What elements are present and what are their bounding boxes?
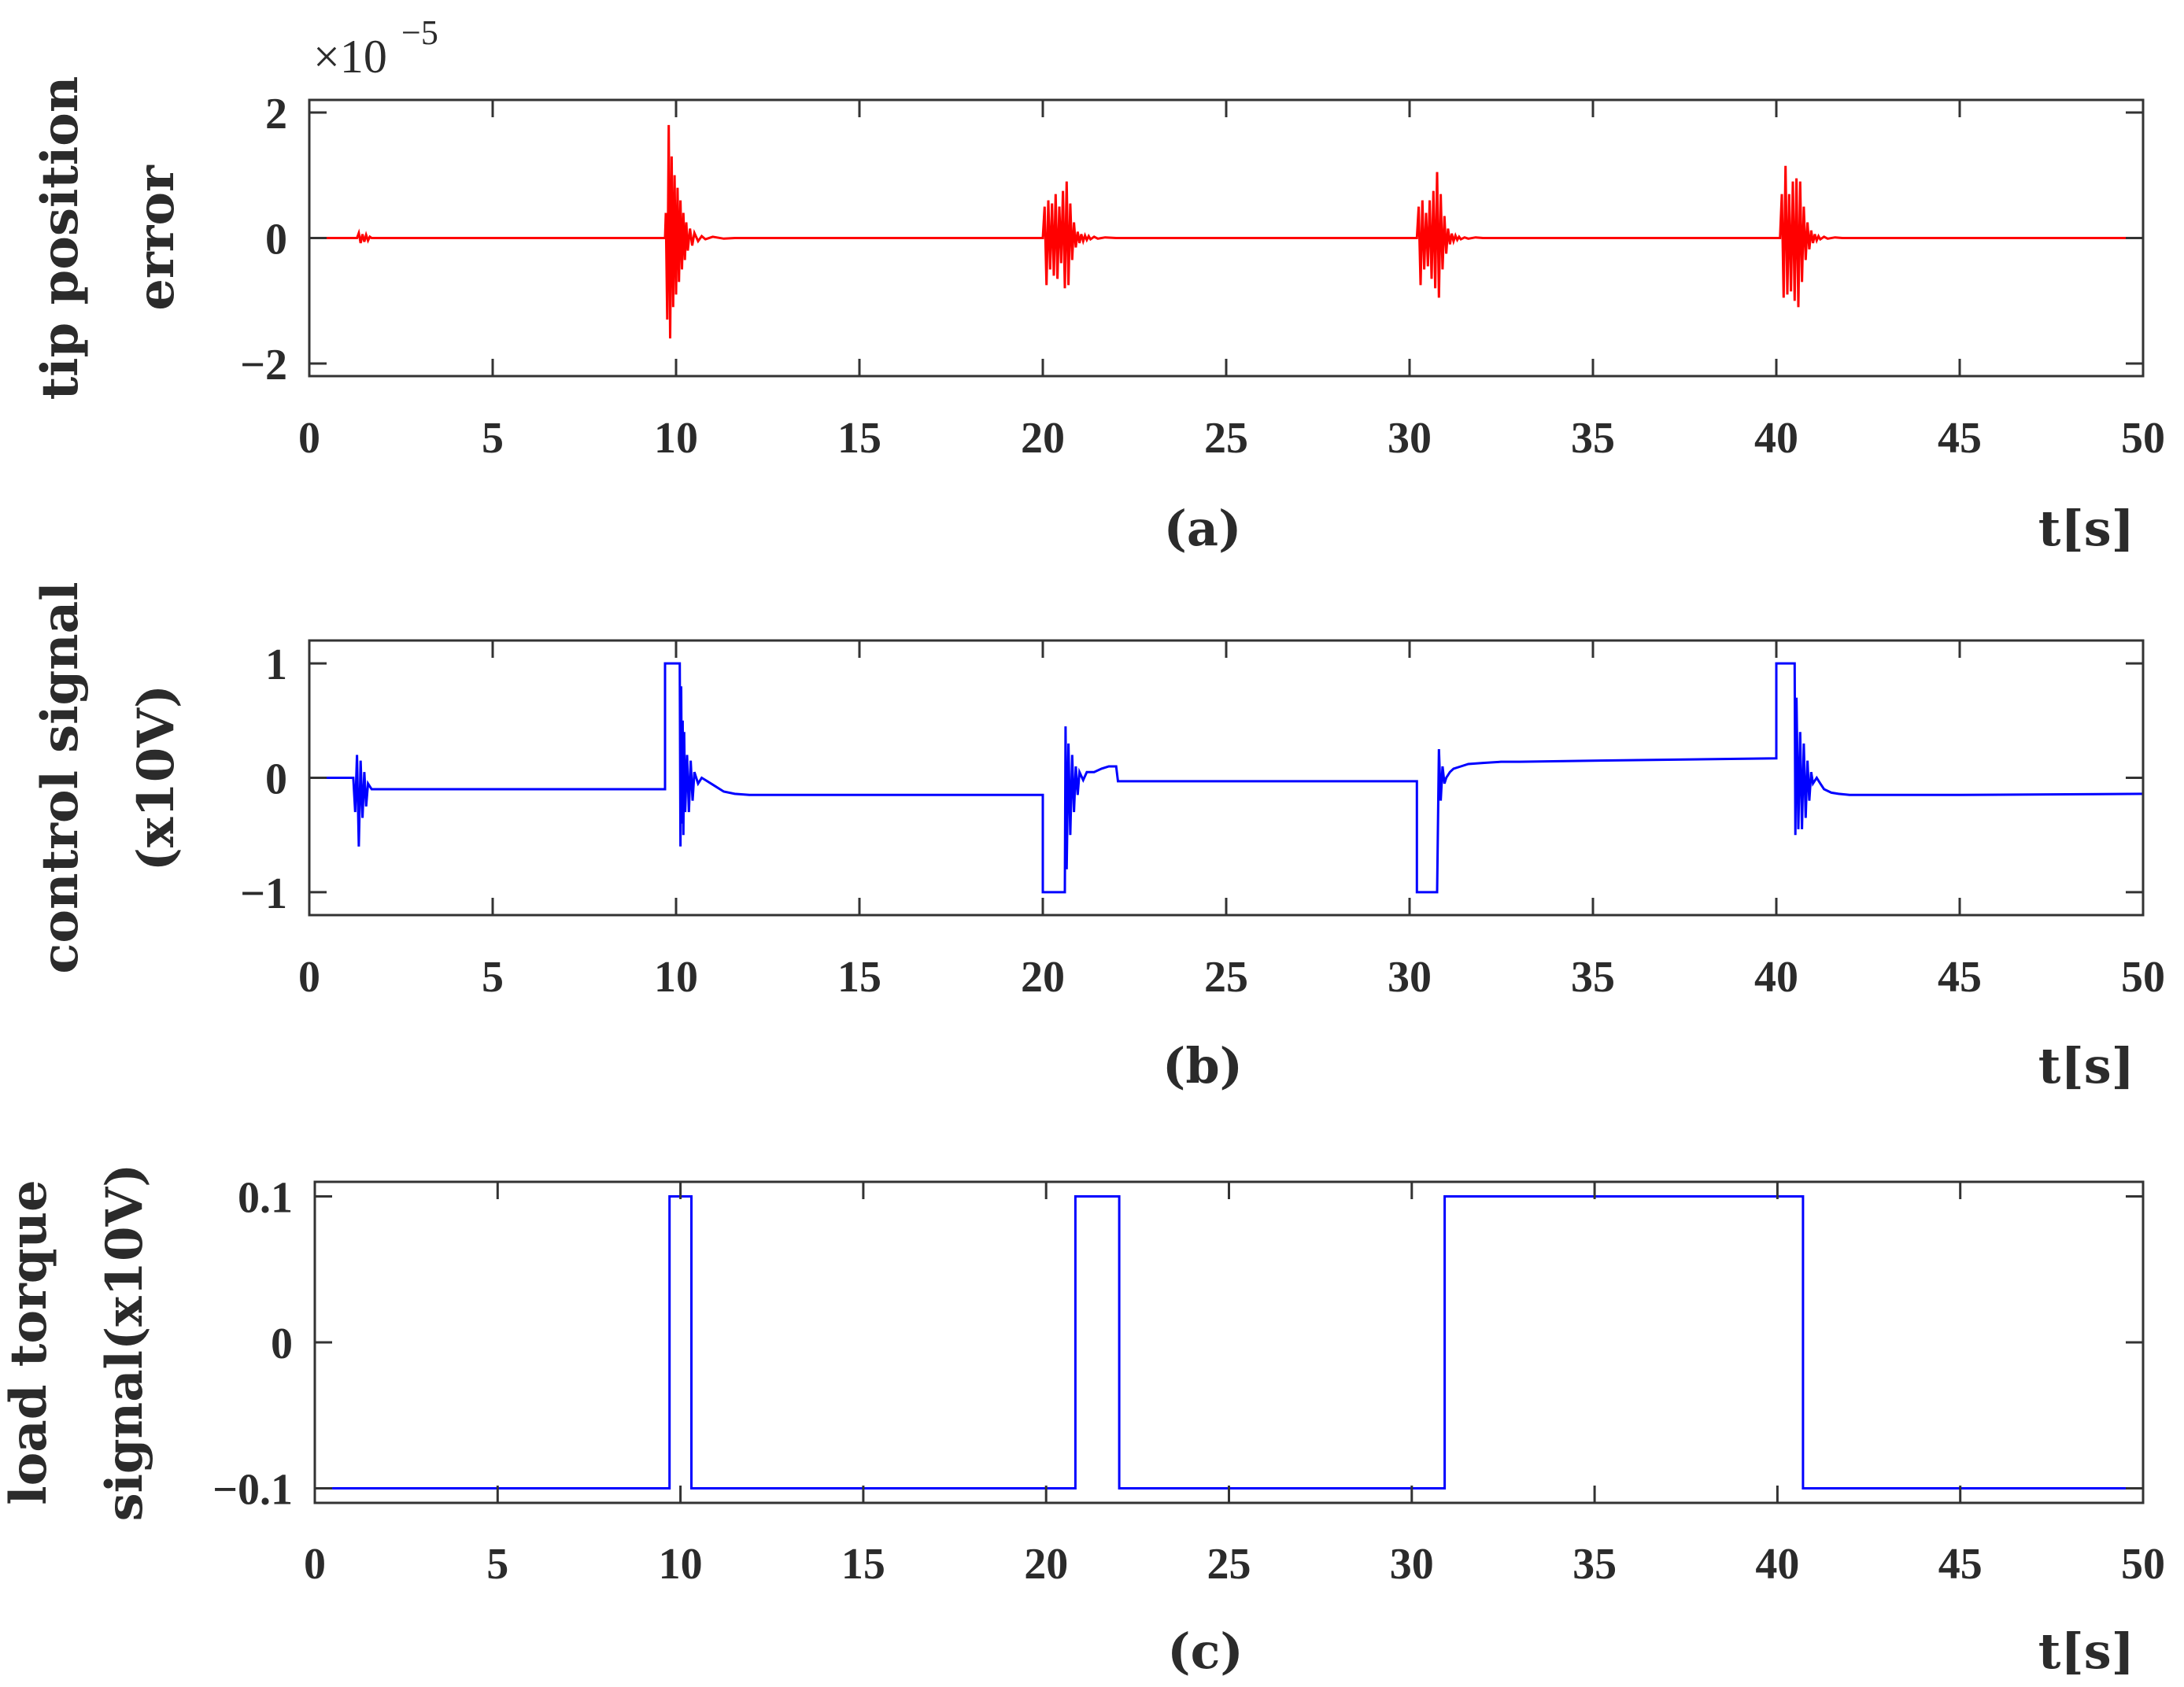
x-tick-label: 10 xyxy=(654,414,698,463)
x-tick-label: 25 xyxy=(1204,414,1248,463)
y-tick-label: −1 xyxy=(240,869,287,918)
x-tick-label: 10 xyxy=(654,953,698,1002)
x-tick-label: 15 xyxy=(841,1540,885,1589)
y-tick-label: −2 xyxy=(240,341,287,389)
series-line-a-0 xyxy=(309,124,2143,339)
y-tick-label: 0 xyxy=(271,1320,293,1368)
y-tick-label: 1 xyxy=(265,640,287,689)
x-tick-label: 30 xyxy=(1388,414,1432,463)
x-tick-label: 5 xyxy=(482,414,504,463)
x-tick-label: 20 xyxy=(1021,414,1065,463)
x-tick-label: 20 xyxy=(1021,953,1065,1002)
series-line-c-0 xyxy=(315,1195,2143,1490)
x-tick-label: 0 xyxy=(298,953,320,1002)
y-tick-label: 0 xyxy=(265,755,287,804)
x-tick-label: 15 xyxy=(837,953,881,1002)
y-tick-label: −0.1 xyxy=(212,1465,293,1514)
x-axis-label: t[s] xyxy=(2038,500,2134,557)
x-tick-label: 40 xyxy=(1754,953,1798,1002)
x-tick-label: 35 xyxy=(1571,953,1615,1002)
x-tick-label: 50 xyxy=(2121,1540,2165,1589)
axes-frame-c xyxy=(313,1180,2145,1504)
y-axis-label-line: signal(x10V) xyxy=(95,1164,154,1522)
x-tick-label: 40 xyxy=(1754,414,1798,463)
y-axis-label-line: tip position xyxy=(31,76,90,401)
y-axis-label-line: error xyxy=(127,164,186,311)
x-tick-label: 5 xyxy=(486,1540,508,1589)
y-tick-label: 2 xyxy=(265,90,287,138)
x-tick-label: 45 xyxy=(1938,953,1982,1002)
x-tick-label: 40 xyxy=(1755,1540,1799,1589)
x-tick-label: 10 xyxy=(659,1540,703,1589)
x-tick-label: 45 xyxy=(1938,414,1982,463)
x-axis-label: t[s] xyxy=(2038,1037,2134,1095)
x-tick-label: 30 xyxy=(1388,953,1432,1002)
x-tick-label: 25 xyxy=(1204,953,1248,1002)
x-tick-label: 0 xyxy=(304,1540,326,1589)
panel-caption: (b) xyxy=(1162,1037,1243,1095)
x-tick-label: 35 xyxy=(1571,414,1615,463)
x-tick-label: 25 xyxy=(1207,1540,1251,1589)
x-tick-label: 45 xyxy=(1938,1540,1983,1589)
series-line-b-0 xyxy=(309,662,2143,894)
x-tick-label: 30 xyxy=(1390,1540,1434,1589)
axes-frame-b xyxy=(308,639,2145,917)
x-tick-label: 50 xyxy=(2121,953,2165,1002)
x-tick-label: 50 xyxy=(2121,414,2165,463)
y-axis-label-line: load torque xyxy=(0,1179,58,1504)
y-axis-label-line: (x10V) xyxy=(127,685,186,871)
x-axis-label: t[s] xyxy=(2038,1622,2134,1680)
y-axis-label-line: control signal xyxy=(31,581,90,973)
panel-caption: (c) xyxy=(1167,1622,1243,1680)
x-tick-label: 20 xyxy=(1024,1540,1068,1589)
x-tick-label: 5 xyxy=(482,953,504,1002)
x-tick-label: 0 xyxy=(298,414,320,463)
x-tick-label: 35 xyxy=(1572,1540,1617,1589)
y-tick-label: 0 xyxy=(265,216,287,264)
y-tick-label: 0.1 xyxy=(238,1174,293,1223)
y-exponent-label: ×10 xyxy=(313,31,387,83)
y-exponent-power: −5 xyxy=(401,13,438,52)
panel-caption: (a) xyxy=(1164,500,1242,557)
x-tick-label: 15 xyxy=(837,414,881,463)
